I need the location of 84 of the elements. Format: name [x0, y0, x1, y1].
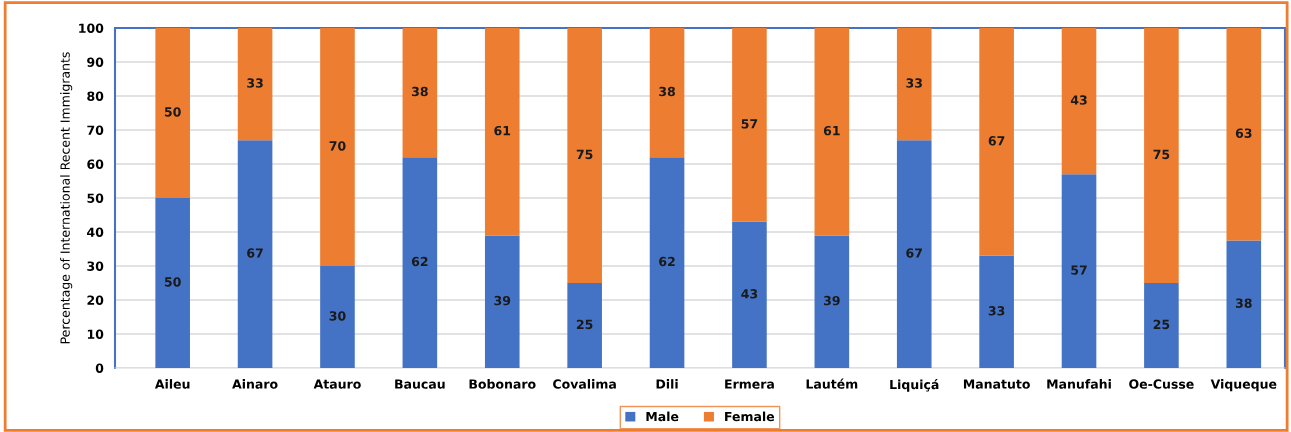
x-tick-label: Manatuto	[963, 379, 1030, 389]
y-axis-title: Percentage of International Recent Immigrants	[60, 52, 73, 344]
bar	[979, 255, 1014, 368]
y-tick-label: 80	[87, 91, 104, 101]
x-tick-label: Lautém	[806, 378, 858, 389]
data-label: 75	[576, 149, 593, 160]
bar	[1226, 240, 1262, 368]
y-tick-label: 30	[87, 261, 104, 271]
data-label: 67	[906, 248, 922, 258]
bar	[896, 28, 932, 141]
bar	[484, 235, 520, 368]
data-label: 61	[823, 125, 840, 136]
y-tick-label: 60	[87, 159, 104, 169]
data-label: 67	[247, 248, 263, 258]
bar	[237, 28, 273, 141]
x-tick-label: Ainaro	[232, 379, 278, 389]
bar	[402, 28, 438, 158]
bar	[320, 28, 355, 266]
data-label: 30	[329, 311, 346, 321]
data-label: 33	[247, 78, 263, 88]
data-label: 39	[494, 295, 511, 306]
bar	[649, 157, 685, 368]
x-tick-label: Covalima	[553, 379, 616, 389]
data-label: 33	[906, 78, 922, 88]
x-tick-label: Aileu	[154, 379, 190, 389]
data-label: 43	[1070, 95, 1087, 105]
bar	[1144, 28, 1179, 283]
bar	[484, 28, 520, 236]
data-label: 38	[1235, 298, 1252, 308]
data-label: 25	[576, 319, 593, 330]
bar	[896, 140, 932, 368]
data-label: 43	[741, 289, 758, 299]
x-tick-label: Viqueque	[1210, 379, 1277, 392]
data-label: 57	[1071, 265, 1087, 275]
data-label: 62	[411, 256, 428, 267]
x-tick-label: Baucau	[395, 379, 445, 389]
x-tick-label: Liquiçá	[890, 379, 939, 392]
bar	[979, 28, 1014, 256]
bar	[155, 28, 190, 198]
bar	[567, 28, 602, 283]
data-label: 50	[164, 107, 181, 117]
bar	[567, 283, 602, 368]
x-tick-label: Ermera	[725, 379, 774, 389]
bar	[649, 28, 685, 158]
legend-label: Male	[646, 411, 679, 422]
y-tick-label: 90	[87, 57, 104, 67]
data-label: 38	[412, 86, 428, 97]
x-tick-label: Atauro	[313, 379, 361, 389]
bar	[732, 221, 767, 368]
bar	[1061, 174, 1097, 368]
bar	[814, 235, 850, 368]
bar	[1061, 28, 1097, 175]
data-label: 67	[988, 136, 1005, 146]
x-tick-label: Dili	[656, 379, 678, 389]
bar	[155, 198, 190, 368]
y-tick-label: 40	[87, 227, 104, 237]
legend-label: Female	[725, 411, 775, 422]
data-label: 57	[741, 119, 758, 129]
data-label: 62	[659, 256, 675, 267]
bar	[1144, 283, 1179, 368]
data-label: 33	[988, 306, 1005, 316]
y-tick-label: 50	[87, 193, 104, 203]
x-tick-label: Oe-Cusse	[1129, 379, 1194, 389]
x-tick-label: Bobonaro	[469, 379, 536, 389]
data-label: 25	[1153, 319, 1170, 330]
data-label: 61	[494, 125, 511, 136]
data-label: 38	[659, 86, 675, 97]
bar	[320, 266, 355, 368]
y-tick-label: 10	[87, 329, 104, 339]
bar	[402, 157, 438, 368]
data-label: 70	[329, 141, 346, 151]
bar	[1226, 28, 1262, 241]
bar	[814, 28, 850, 236]
data-label: 75	[1153, 149, 1170, 160]
data-label: 39	[823, 295, 840, 306]
data-label: 63	[1235, 128, 1252, 138]
bar	[237, 140, 273, 368]
y-tick-label: 100	[79, 23, 104, 33]
x-tick-label: Manufahi	[1047, 379, 1111, 389]
bar	[732, 28, 767, 222]
y-tick-label: 70	[87, 125, 104, 135]
y-tick-label: 20	[87, 295, 104, 305]
data-label: 50	[164, 277, 181, 287]
y-tick-label: 0	[95, 363, 104, 373]
